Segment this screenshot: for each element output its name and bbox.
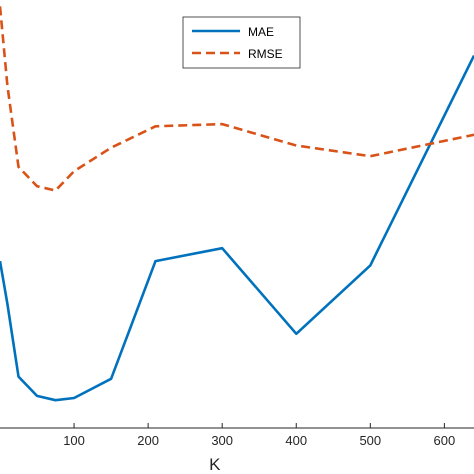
legend-label-rmse: RMSE — [248, 47, 283, 61]
x-tick-label: 100 — [63, 433, 85, 448]
x-axis-label: K — [209, 455, 221, 474]
x-tick-label: 600 — [434, 433, 456, 448]
x-tick-label: 300 — [211, 433, 233, 448]
axes-layer: 100 200 300 400 500 600 — [0, 423, 474, 448]
x-tick-label: 500 — [359, 433, 381, 448]
series-line-rmse — [0, 6, 474, 192]
legend: MAE RMSE — [182, 16, 301, 69]
series-layer — [0, 6, 474, 402]
series-line-mae — [0, 55, 474, 402]
x-tick-label: 200 — [137, 433, 159, 448]
legend-label-mae: MAE — [248, 25, 274, 39]
legend-box — [182, 16, 301, 69]
x-tick-label: 400 — [285, 433, 307, 448]
